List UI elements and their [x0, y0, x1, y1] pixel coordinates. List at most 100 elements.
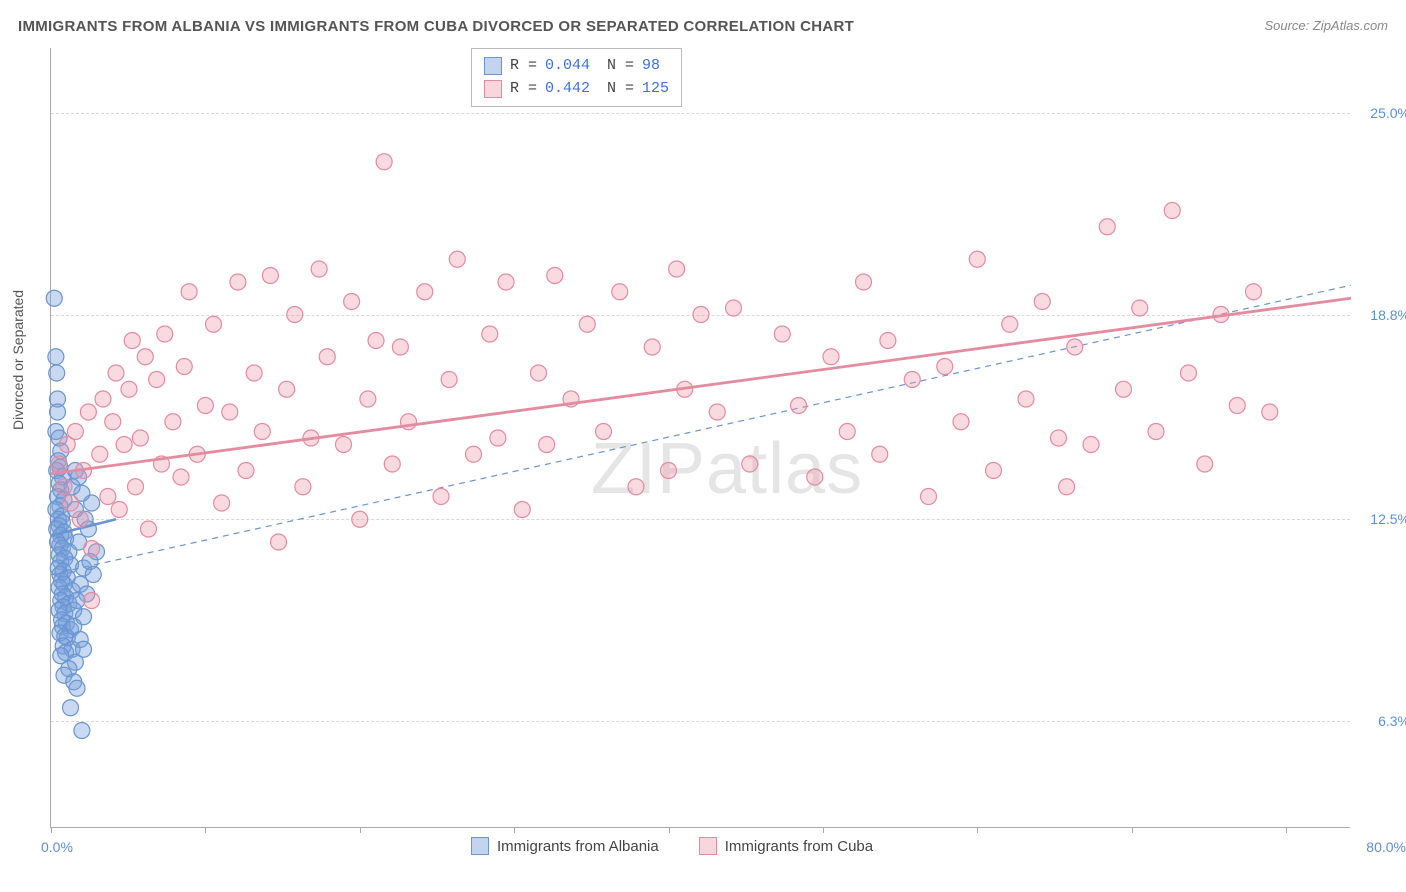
legend-label-albania: Immigrants from Albania — [497, 838, 659, 855]
y-tick-label: 25.0% — [1370, 105, 1406, 121]
data-point — [360, 391, 376, 407]
x-axis-min-label: 0.0% — [41, 839, 73, 855]
data-point — [669, 261, 685, 277]
x-tick — [51, 827, 52, 833]
data-point — [482, 326, 498, 342]
data-point — [197, 398, 213, 414]
data-point — [1164, 203, 1180, 219]
swatch-blue-icon — [484, 57, 502, 75]
series-legend: Immigrants from Albania Immigrants from … — [471, 837, 873, 855]
data-point — [74, 723, 90, 739]
data-point — [531, 365, 547, 381]
data-point — [311, 261, 327, 277]
data-point — [417, 284, 433, 300]
data-point — [84, 593, 100, 609]
data-point — [56, 479, 72, 495]
legend-item-cuba: Immigrants from Cuba — [699, 837, 873, 855]
data-point — [254, 424, 270, 440]
x-tick — [205, 827, 206, 833]
data-point — [384, 456, 400, 472]
data-point — [1099, 219, 1115, 235]
x-tick — [977, 827, 978, 833]
data-point — [124, 333, 140, 349]
data-point — [51, 456, 67, 472]
data-point — [742, 456, 758, 472]
data-point — [69, 593, 85, 609]
data-point — [539, 437, 555, 453]
data-point — [157, 326, 173, 342]
data-point — [490, 430, 506, 446]
data-point — [368, 333, 384, 349]
data-point — [72, 511, 88, 527]
data-point — [937, 359, 953, 375]
data-point — [295, 479, 311, 495]
data-point — [128, 479, 144, 495]
data-point — [246, 365, 262, 381]
swatch-pink-icon — [699, 837, 717, 855]
data-point — [287, 307, 303, 323]
data-point — [319, 349, 335, 365]
n-value-cuba: 125 — [642, 78, 669, 101]
data-point — [839, 424, 855, 440]
chart-plot-area: ZIPatlas R = 0.044 N = 98 R = 0.442 N = … — [50, 48, 1350, 828]
data-point — [84, 541, 100, 557]
swatch-pink-icon — [484, 80, 502, 98]
data-point — [547, 268, 563, 284]
data-point — [206, 316, 222, 332]
data-point — [121, 381, 137, 397]
data-point — [986, 463, 1002, 479]
data-point — [336, 437, 352, 453]
data-point — [63, 700, 79, 716]
legend-row-albania: R = 0.044 N = 98 — [484, 55, 669, 78]
data-point — [953, 414, 969, 430]
y-axis-label: Divorced or Separated — [10, 290, 26, 430]
data-point — [137, 349, 153, 365]
r-value-albania: 0.044 — [545, 55, 590, 78]
data-point — [709, 404, 725, 420]
data-point — [50, 404, 66, 420]
legend-item-albania: Immigrants from Albania — [471, 837, 659, 855]
n-value-albania: 98 — [642, 55, 660, 78]
data-point — [969, 251, 985, 267]
x-tick — [1132, 827, 1133, 833]
data-point — [230, 274, 246, 290]
data-point — [856, 274, 872, 290]
data-point — [238, 463, 254, 479]
data-point — [644, 339, 660, 355]
data-point — [498, 274, 514, 290]
data-point — [95, 391, 111, 407]
data-point — [904, 372, 920, 388]
data-point — [352, 511, 368, 527]
data-point — [1116, 381, 1132, 397]
data-point — [141, 521, 157, 537]
data-point — [628, 479, 644, 495]
data-point — [214, 495, 230, 511]
data-point — [612, 284, 628, 300]
data-point — [85, 567, 101, 583]
data-point — [1083, 437, 1099, 453]
chart-title: IMMIGRANTS FROM ALBANIA VS IMMIGRANTS FR… — [18, 18, 854, 35]
data-point — [165, 414, 181, 430]
data-point — [149, 372, 165, 388]
data-point — [823, 349, 839, 365]
data-point — [271, 534, 287, 550]
data-point — [222, 404, 238, 420]
data-point — [596, 424, 612, 440]
data-point — [791, 398, 807, 414]
x-tick — [1286, 827, 1287, 833]
data-point — [1148, 424, 1164, 440]
data-point — [262, 268, 278, 284]
data-point — [1002, 316, 1018, 332]
x-tick — [823, 827, 824, 833]
data-point — [1197, 456, 1213, 472]
fit-line — [51, 298, 1351, 474]
data-point — [1067, 339, 1083, 355]
data-point — [279, 381, 295, 397]
r-value-cuba: 0.442 — [545, 78, 590, 101]
data-point — [392, 339, 408, 355]
y-tick-label: 6.3% — [1378, 713, 1406, 729]
data-point — [1132, 300, 1148, 316]
data-point — [1246, 284, 1262, 300]
data-point — [48, 349, 64, 365]
data-point — [108, 365, 124, 381]
